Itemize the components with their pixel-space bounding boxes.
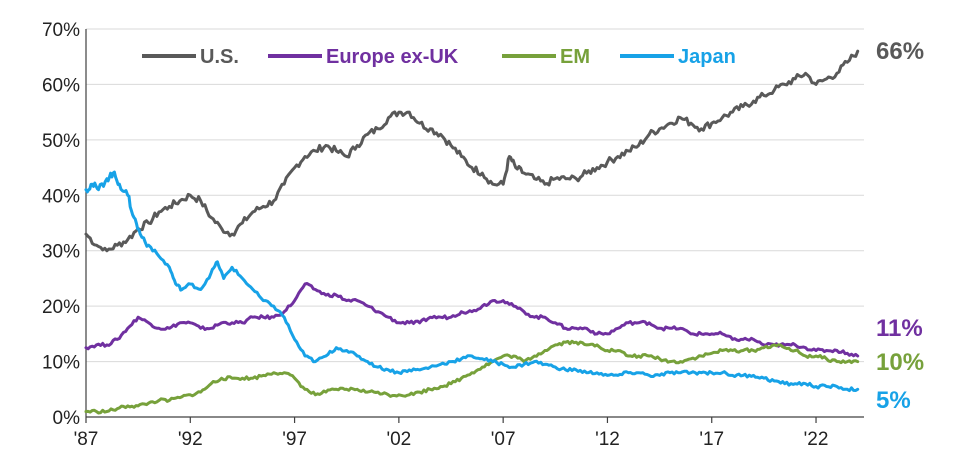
x-tick-label: '87 [74,429,99,450]
end-label-u-s: 66% [876,38,924,65]
x-tick-label: '07 [491,429,516,450]
legend-label: U.S. [200,46,239,68]
x-tick-label: '02 [386,429,411,450]
legend-label: Europe ex-UK [326,46,459,68]
series-line-europe-ex-uk [84,282,860,358]
legend-label: Japan [678,46,736,68]
y-tick-label: 20% [42,297,80,318]
legend-label: EM [560,46,590,68]
grid-lines [86,28,864,363]
end-labels: 66% 11% 10% 5% [876,38,924,414]
x-tick-label: '97 [282,429,307,450]
axes: 0% 10% 20% 30% 40% 50% 60% 70% '87 '92 '97 '02 '07 '1… [42,20,864,450]
x-tick-label: '17 [699,429,724,450]
series-line-u-s [84,49,860,253]
series-line-japan [84,170,860,393]
x-tick-label: '22 [804,429,829,450]
legend: U.S. Europe ex-UK EM Japan [142,46,736,68]
x-tick-label: '92 [178,429,203,450]
y-tick-label: 0% [53,408,81,429]
y-tick-label: 70% [42,20,80,41]
y-tick-label: 10% [42,353,80,374]
y-tick-label: 30% [42,242,80,263]
y-tick-label: 50% [42,131,80,152]
end-label-europe-ex-uk: 11% [876,315,923,342]
x-tick-label: '12 [595,429,620,450]
end-label-em: 10% [876,349,924,376]
series-line-em [84,339,860,415]
y-tick-label: 40% [42,186,80,207]
series-lines [84,49,860,415]
y-tick-label: 60% [42,75,80,96]
end-label-japan: 5% [876,387,911,414]
